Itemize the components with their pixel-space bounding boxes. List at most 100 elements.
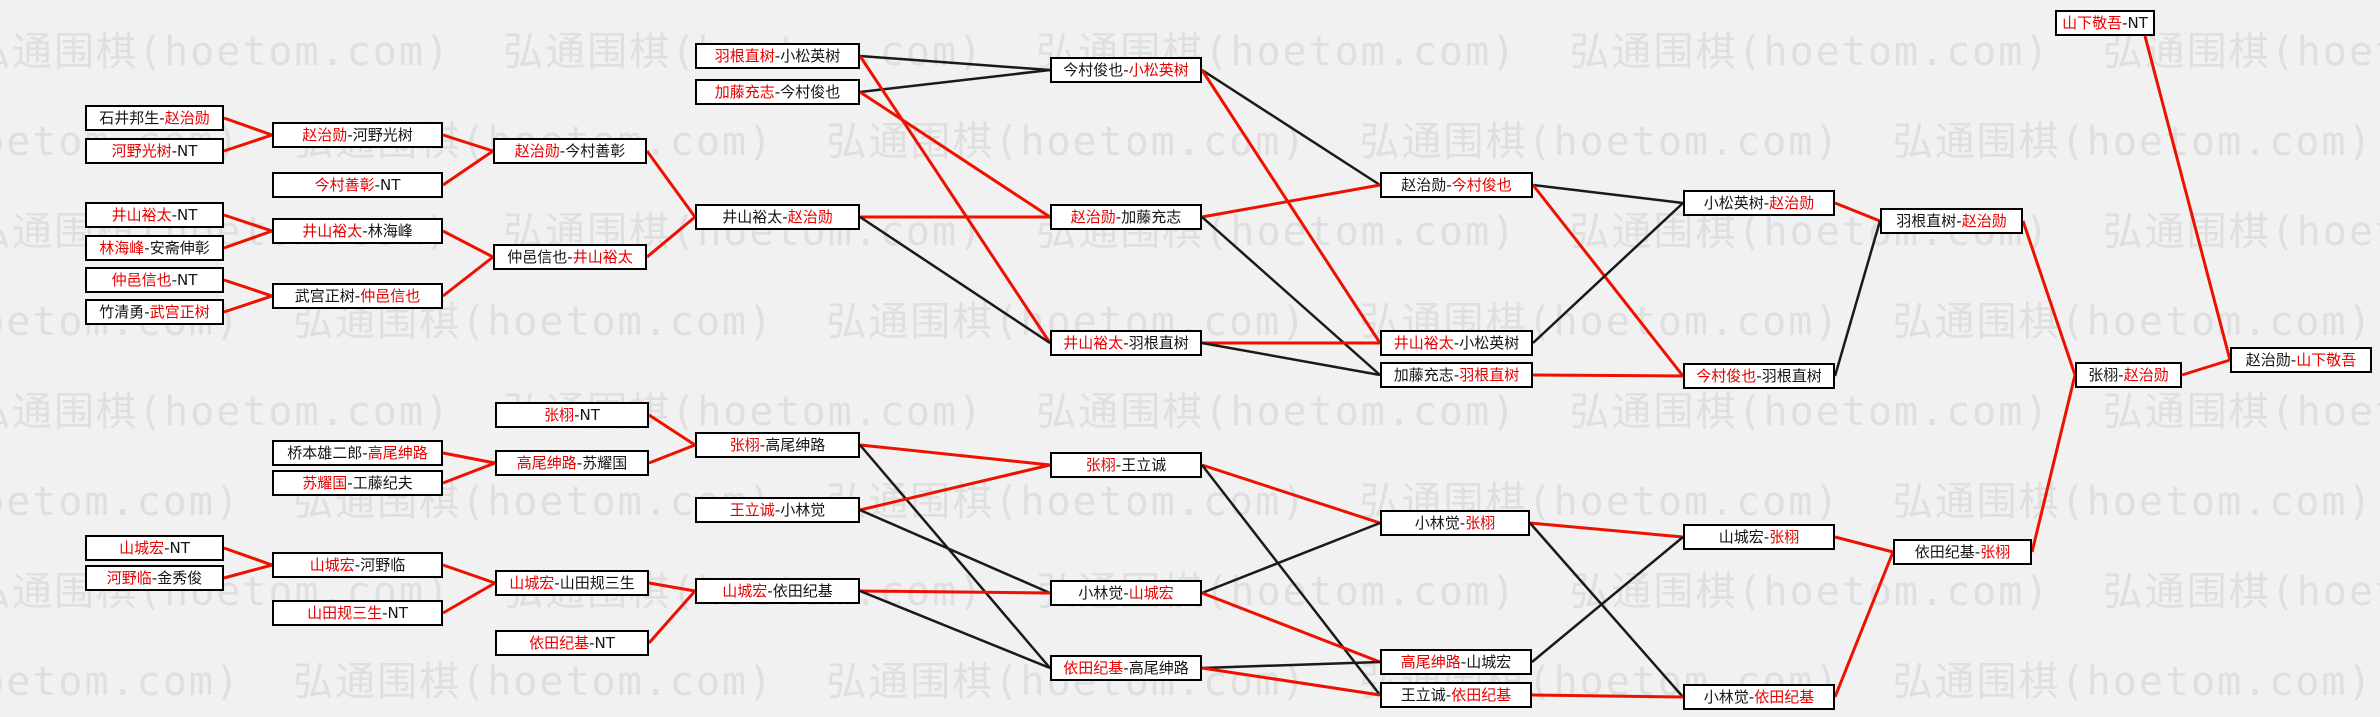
bracket-line-red	[2030, 374, 2077, 553]
player-name-winner: 井山裕太	[1063, 334, 1124, 352]
bracket-line-red	[223, 546, 273, 567]
bracket-line-red	[223, 133, 273, 153]
player-name: -高尾绅路	[759, 436, 826, 454]
match-box-o_yoda: 王立诚- 依田纪基	[1380, 682, 1532, 708]
match-box-yamashiro_yamada: 山城宏 -山田规三生	[495, 570, 649, 596]
bracket-line-red	[645, 150, 697, 218]
player-name-winner: 张栩	[1085, 456, 1116, 474]
player-name: -河野光树	[347, 126, 413, 144]
match-box-yoda_takao: 依田纪基 -高尾绅路	[1050, 655, 1202, 681]
match-box-kato_hane: 加藤充志- 羽根直树	[1380, 362, 1533, 388]
player-name: -安斋伸彰	[144, 239, 210, 257]
player-name: 桥本雄二郎-	[287, 444, 368, 462]
bracket-line-red	[442, 563, 496, 585]
bracket-line-red	[1834, 535, 1894, 554]
player-name: -小松英树	[1453, 334, 1520, 352]
player-name-winner: 河野光树	[111, 142, 172, 160]
player-name-winner: 小松英树	[1128, 61, 1189, 79]
player-name: -金秀俊	[151, 569, 203, 587]
player-name-winner: 苏耀国	[302, 474, 348, 492]
bracket-line-red	[442, 149, 494, 187]
bracket-line-red	[442, 255, 494, 298]
match-box-yoda_nt: 依田纪基 -NT	[495, 630, 649, 656]
bracket-line-red	[1201, 183, 1381, 219]
bracket-line-red	[859, 90, 1051, 219]
player-name: 小林觉-	[1078, 584, 1129, 602]
player-name: -依田纪基	[767, 582, 833, 600]
player-name-winner: 依田纪基	[529, 634, 590, 652]
player-name: -小林觉	[774, 501, 826, 519]
player-name: -NT	[374, 176, 401, 194]
bracket-line-black	[1201, 660, 1381, 670]
player-name-winner: 高尾绅路	[367, 444, 428, 462]
match-box-kobayashi_yoda: 小林觉- 依田纪基	[1683, 684, 1835, 710]
bracket-line-black	[859, 508, 1051, 595]
player-name: 井山裕太-	[722, 208, 788, 226]
bracket-line-red	[2143, 35, 2232, 361]
match-box-cho_imamuraY: 赵治勋 -今村善彰	[493, 138, 647, 164]
player-name: 小松英树-	[1703, 194, 1770, 212]
player-name-winner: 高尾绅路	[1400, 653, 1461, 671]
bracket-line-red	[442, 461, 496, 485]
player-name: -NT	[382, 604, 408, 622]
bracket-line-black	[1201, 68, 1381, 187]
bracket-line-black	[859, 54, 1051, 72]
match-box-yamada_nt: 山田规三生 -NT	[272, 600, 443, 626]
player-name-winner: 依田纪基	[1063, 659, 1124, 677]
player-name-winner: 张栩	[1980, 543, 2011, 561]
match-box-cho_kono: 赵治勋 -河野光树	[272, 122, 443, 148]
match-box-zhang_o: 张栩 -王立诚	[1050, 452, 1202, 478]
match-box-yoda_zhang: 依田纪基- 张栩	[1893, 539, 2032, 565]
match-box-kobayashi_zhang: 小林觉- 张栩	[1380, 510, 1530, 536]
bracket-line-black	[1531, 536, 1684, 663]
player-name-winner: 今村俊也	[1696, 367, 1757, 385]
player-name-winner: 加藤充志	[714, 83, 775, 101]
match-box-iyama_nt: 井山裕太 -NT	[85, 202, 224, 228]
player-name: -工藤纪夫	[347, 474, 413, 492]
bracket-line-black	[859, 589, 1051, 670]
player-name: 武宫正树-	[294, 287, 361, 305]
bracket-line-red	[1833, 551, 1895, 698]
player-name-winner: 赵治勋	[302, 126, 348, 144]
player-name: 王立诚-	[1400, 686, 1452, 704]
bracket-line-black	[1532, 183, 1684, 205]
player-name: -今村善彰	[559, 142, 626, 160]
player-name: -林海峰	[362, 222, 413, 240]
match-box-imamuraT_hane: 今村俊也 -羽根直树	[1683, 363, 1835, 389]
player-name-winner: 赵治勋	[2123, 366, 2169, 384]
player-name-winner: 赵治勋	[164, 109, 210, 127]
bracket-line-red	[648, 443, 696, 465]
player-name: -NT	[589, 634, 615, 652]
bracket-line-black	[859, 444, 1051, 669]
match-box-naka_iyama: 仲邑信也- 井山裕太	[493, 244, 647, 270]
bracket-line-red	[1529, 521, 1684, 539]
player-name-winner: 赵治勋	[787, 208, 833, 226]
bracket-line-red	[1201, 591, 1381, 664]
player-name-winner: 山下敬吾	[2296, 351, 2357, 369]
bracket-line-black	[1201, 464, 1381, 696]
player-name-winner: 张栩	[1465, 514, 1496, 532]
bracket-line-red	[442, 581, 496, 615]
player-name-winner: 今村俊也	[1451, 176, 1512, 194]
player-name-winner: 赵治勋	[1769, 194, 1815, 212]
player-name: 张栩-	[2088, 366, 2124, 384]
bracket-line-red	[442, 451, 496, 465]
player-name-winner: 井山裕太	[302, 222, 363, 240]
bracket-line-black	[1201, 216, 1381, 376]
match-box-cho_kato: 赵治勋 -加藤充志	[1050, 204, 1202, 230]
player-name-winner: 仲邑信也	[111, 271, 172, 289]
player-name-winner: 赵治勋	[1070, 208, 1116, 226]
player-name: -NT	[171, 142, 198, 160]
player-name: 赵治勋-	[2245, 351, 2297, 369]
match-box-kobayashi_yamashiro: 小林觉- 山城宏	[1050, 580, 1202, 606]
bracket-line-red	[648, 413, 696, 447]
bracket-line-red	[859, 589, 1051, 595]
player-name-winner: 张栩	[729, 436, 760, 454]
match-box-imamuraY_nt: 今村善彰 -NT	[272, 172, 443, 198]
match-box-takemiya_naka: 武宫正树- 仲邑信也	[272, 283, 443, 309]
player-name: 小林觉-	[1703, 688, 1755, 706]
bracket-line-black	[1201, 521, 1381, 595]
player-name: 仲邑信也-	[507, 248, 573, 266]
match-box-zhang_takao: 张栩 -高尾绅路	[695, 432, 860, 458]
bracket-line-red	[223, 213, 273, 233]
